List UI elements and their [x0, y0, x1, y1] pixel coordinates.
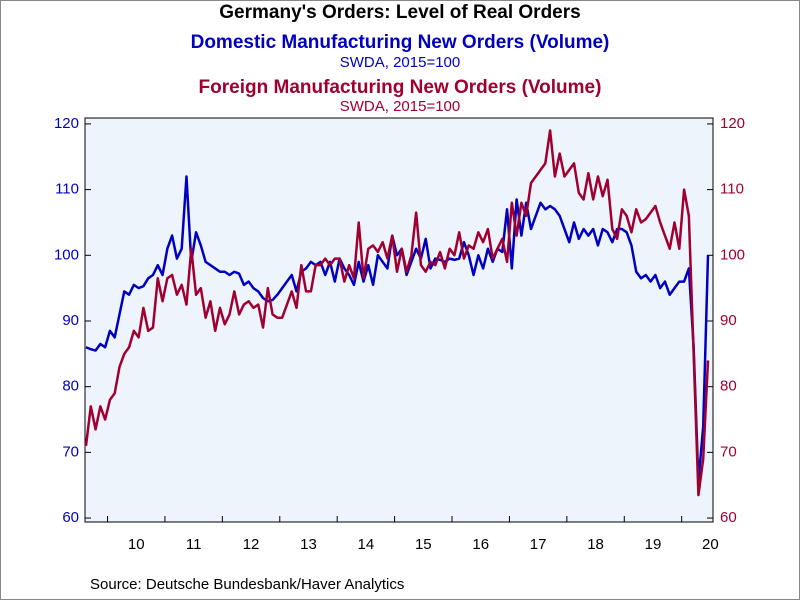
series-unit: SWDA, 2015=100: [340, 98, 461, 115]
x-tick-label: 17: [530, 536, 547, 553]
x-tick-label: 12: [243, 536, 260, 553]
x-tick-label: 15: [415, 536, 432, 553]
y-tick-label: 110: [55, 181, 79, 198]
y-tick-label: 90: [62, 312, 79, 329]
y2-tick-label: 80: [720, 378, 737, 395]
y-tick-label: 70: [62, 443, 79, 460]
y2-tick-label: 90: [720, 312, 737, 329]
y2-tick-label: 110: [720, 181, 744, 198]
y-tick-label: 120: [54, 115, 79, 132]
series-title: Foreign Manufacturing New Orders (Volume…: [199, 77, 602, 98]
y2-tick-label: 70: [720, 443, 737, 460]
source-note: Source: Deutsche Bundesbank/Haver Analyt…: [90, 576, 404, 593]
x-tick-label: 19: [645, 536, 662, 553]
series-title: Domestic Manufacturing New Orders (Volum…: [191, 32, 610, 53]
y2-tick-label: 60: [720, 509, 737, 526]
x-tick-label: 14: [358, 536, 375, 553]
x-tick-label: 16: [472, 536, 489, 553]
x-tick-label: 13: [300, 536, 317, 553]
y-tick-label: 60: [62, 509, 79, 526]
series-line: [85, 175, 710, 484]
x-tick-label: 11: [186, 536, 202, 553]
chart-title: Germany's Orders: Level of Real Orders: [219, 2, 580, 23]
plot-area: [84, 117, 714, 523]
series-line: [84, 129, 710, 497]
x-tick-label: 20: [702, 536, 719, 553]
y-tick-label: 80: [62, 378, 79, 395]
series-unit: SWDA, 2015=100: [340, 54, 461, 71]
x-tick-label: 18: [587, 536, 604, 553]
x-tick-label: 10: [128, 536, 145, 553]
y2-tick-label: 100: [720, 246, 745, 263]
y-tick-label: 100: [54, 246, 79, 263]
y2-tick-label: 120: [720, 115, 745, 132]
